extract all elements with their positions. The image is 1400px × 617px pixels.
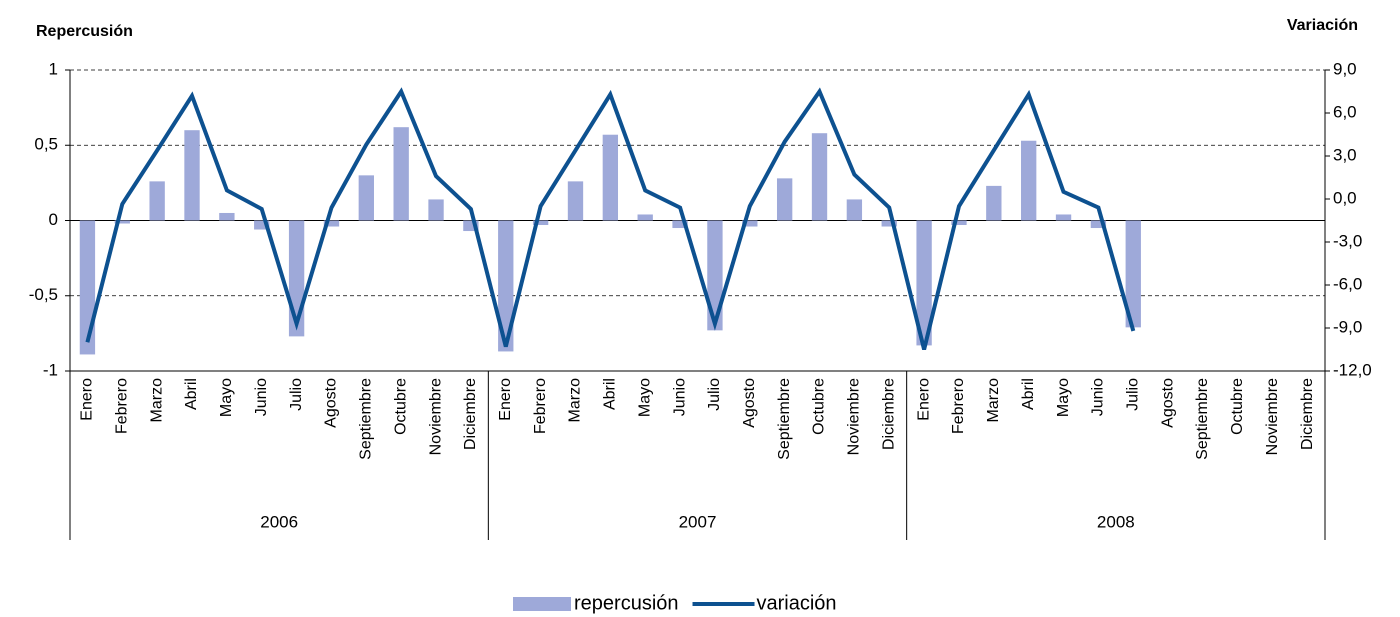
bar	[1125, 220, 1141, 328]
y2-tick-label: 6,0	[1333, 102, 1357, 121]
bar	[881, 220, 897, 227]
bar	[114, 220, 130, 224]
bar	[986, 185, 1002, 221]
x-tick-label: Julio	[706, 378, 723, 411]
x-tick-label: Agosto	[741, 378, 758, 428]
bar	[1055, 214, 1072, 221]
bar	[916, 220, 932, 346]
y-tick-label: 0	[49, 210, 58, 229]
bar	[393, 127, 409, 221]
bar	[567, 181, 584, 221]
y2-tick-label: -3,0	[1333, 231, 1362, 250]
bar	[428, 199, 444, 221]
bar	[951, 220, 967, 226]
y2-tick-label: -9,0	[1333, 317, 1362, 336]
x-tick-label: Noviembre	[1264, 378, 1281, 455]
legend-label: variación	[757, 592, 837, 614]
bar	[846, 199, 863, 221]
legend-label: repercusión	[574, 592, 679, 614]
x-tick-label: Enero	[79, 378, 96, 421]
y2-axis-title: Variación	[1287, 17, 1358, 34]
x-tick-label: Febrero	[532, 378, 549, 434]
bar	[776, 178, 793, 221]
bar	[358, 175, 374, 221]
x-tick-label: Febrero	[950, 378, 967, 434]
y-tick-label: -0,5	[29, 285, 58, 304]
x-tick-label: Julio	[288, 378, 305, 411]
y-tick-label: 0,5	[34, 135, 58, 154]
bar	[149, 181, 165, 221]
x-tick-label: Enero	[497, 378, 514, 421]
y-tick-label: 1	[49, 59, 58, 78]
x-tick-label: Diciembre	[1299, 378, 1316, 450]
x-tick-label: Noviembre	[846, 378, 863, 455]
bar	[219, 212, 235, 221]
x-tick-label: Octubre	[811, 378, 828, 435]
x-tick-label: Diciembre	[880, 378, 897, 450]
x-tick-label: Abril	[602, 378, 619, 410]
x-tick-label: Junio	[253, 378, 270, 416]
y2-tick-label: 3,0	[1333, 145, 1357, 164]
x-tick-label: Junio	[1090, 378, 1107, 416]
x-tick-label: Mayo	[218, 378, 235, 417]
x-tick-label: Agosto	[323, 378, 340, 428]
x-tick-label: Enero	[915, 378, 932, 421]
x-tick-label: Septiembre	[1194, 378, 1211, 460]
x-tick-label: Febrero	[114, 378, 131, 434]
y-tick-label: -1	[43, 360, 58, 379]
x-tick-label: Marzo	[148, 378, 165, 423]
bar	[1021, 140, 1037, 221]
bar	[707, 220, 723, 331]
x-tick-label: Junio	[671, 378, 688, 416]
bar	[532, 220, 549, 226]
bar	[323, 220, 340, 227]
bar	[1090, 220, 1107, 229]
x-tick-label: Agosto	[1159, 378, 1176, 428]
x-tick-label: Marzo	[985, 378, 1002, 423]
bar	[602, 134, 619, 221]
x-tick-label: Diciembre	[462, 378, 479, 450]
legend-swatch	[513, 597, 571, 611]
bar	[742, 220, 758, 227]
x-tick-label: Noviembre	[427, 378, 444, 455]
x-tick-label: Abril	[183, 378, 200, 410]
x-tick-label: Marzo	[567, 378, 584, 423]
x-tick-label: Octubre	[1229, 378, 1246, 435]
bar	[811, 133, 828, 221]
bar	[254, 220, 270, 230]
x-tick-label: Abril	[1020, 378, 1037, 410]
y2-tick-label: -6,0	[1333, 274, 1362, 293]
x-tick-label: Octubre	[392, 378, 409, 435]
bar	[637, 214, 653, 221]
y2-tick-label: 0,0	[1333, 188, 1357, 207]
x-group-label: 2007	[679, 512, 717, 531]
x-group-label: 2006	[260, 512, 298, 531]
y2-tick-label: 9,0	[1333, 59, 1357, 78]
x-tick-label: Julio	[1124, 378, 1141, 411]
x-tick-label: Mayo	[636, 378, 653, 417]
x-tick-label: Septiembre	[776, 378, 793, 460]
bar	[463, 220, 479, 232]
bar	[184, 130, 200, 221]
bar	[498, 220, 514, 352]
x-tick-label: Mayo	[1055, 378, 1072, 417]
x-group-label: 2008	[1097, 512, 1135, 531]
y-axis-title: Repercusión	[36, 23, 133, 40]
line	[85, 87, 1136, 350]
x-tick-label: Septiembre	[358, 378, 375, 460]
y2-tick-label: -12,0	[1333, 360, 1372, 379]
bar	[672, 220, 688, 229]
